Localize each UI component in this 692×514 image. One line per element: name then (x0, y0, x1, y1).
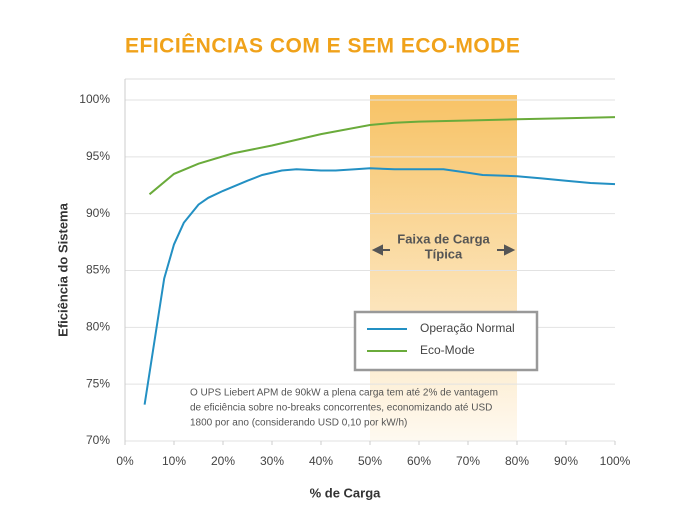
y-tick-label: 95% (86, 149, 110, 163)
x-tick-label: 100% (600, 454, 631, 468)
chart-title: EFICIÊNCIAS COM E SEM ECO-MODE (125, 34, 520, 58)
x-tick-label: 10% (162, 454, 186, 468)
series-line (143, 167, 616, 405)
highlight-band (370, 95, 517, 441)
y-tick-label: 80% (86, 320, 110, 334)
arrow-right (497, 244, 516, 256)
note: O UPS Liebert APM de 90kW a plena carga … (190, 388, 498, 399)
x-tick-label: 90% (554, 454, 578, 468)
x-tick-label: 20% (211, 454, 235, 468)
series-line (148, 116, 616, 196)
legend-label: Operação Normal (420, 321, 515, 335)
x-axis-label: % de Carga (310, 485, 382, 500)
x-tick-label: 80% (505, 454, 529, 468)
y-tick-label: 100% (79, 92, 110, 106)
y-tick-label: 90% (86, 206, 110, 220)
y-tick-label: 75% (86, 376, 110, 390)
x-tick-label: 70% (456, 454, 480, 468)
y-axis-label: Eficiência do Sistema (55, 202, 70, 336)
x-tick-label: 50% (358, 454, 382, 468)
band-label: Faixa de Carga (397, 231, 490, 246)
band-label: Típica (425, 246, 463, 261)
x-tick-label: 0% (116, 454, 134, 468)
y-tick-label: 85% (86, 263, 110, 277)
x-tick-label: 30% (260, 454, 284, 468)
legend-box (353, 310, 539, 372)
arrow-left (371, 244, 390, 256)
legend-label: Eco-Mode (420, 343, 475, 357)
y-tick-label: 70% (86, 433, 110, 447)
note: 1800 por ano (considerando USD 0,10 por … (190, 418, 407, 429)
note: de eficiência sobre no-breaks concorrent… (190, 403, 492, 414)
x-tick-label: 40% (309, 454, 333, 468)
x-tick-label: 60% (407, 454, 431, 468)
